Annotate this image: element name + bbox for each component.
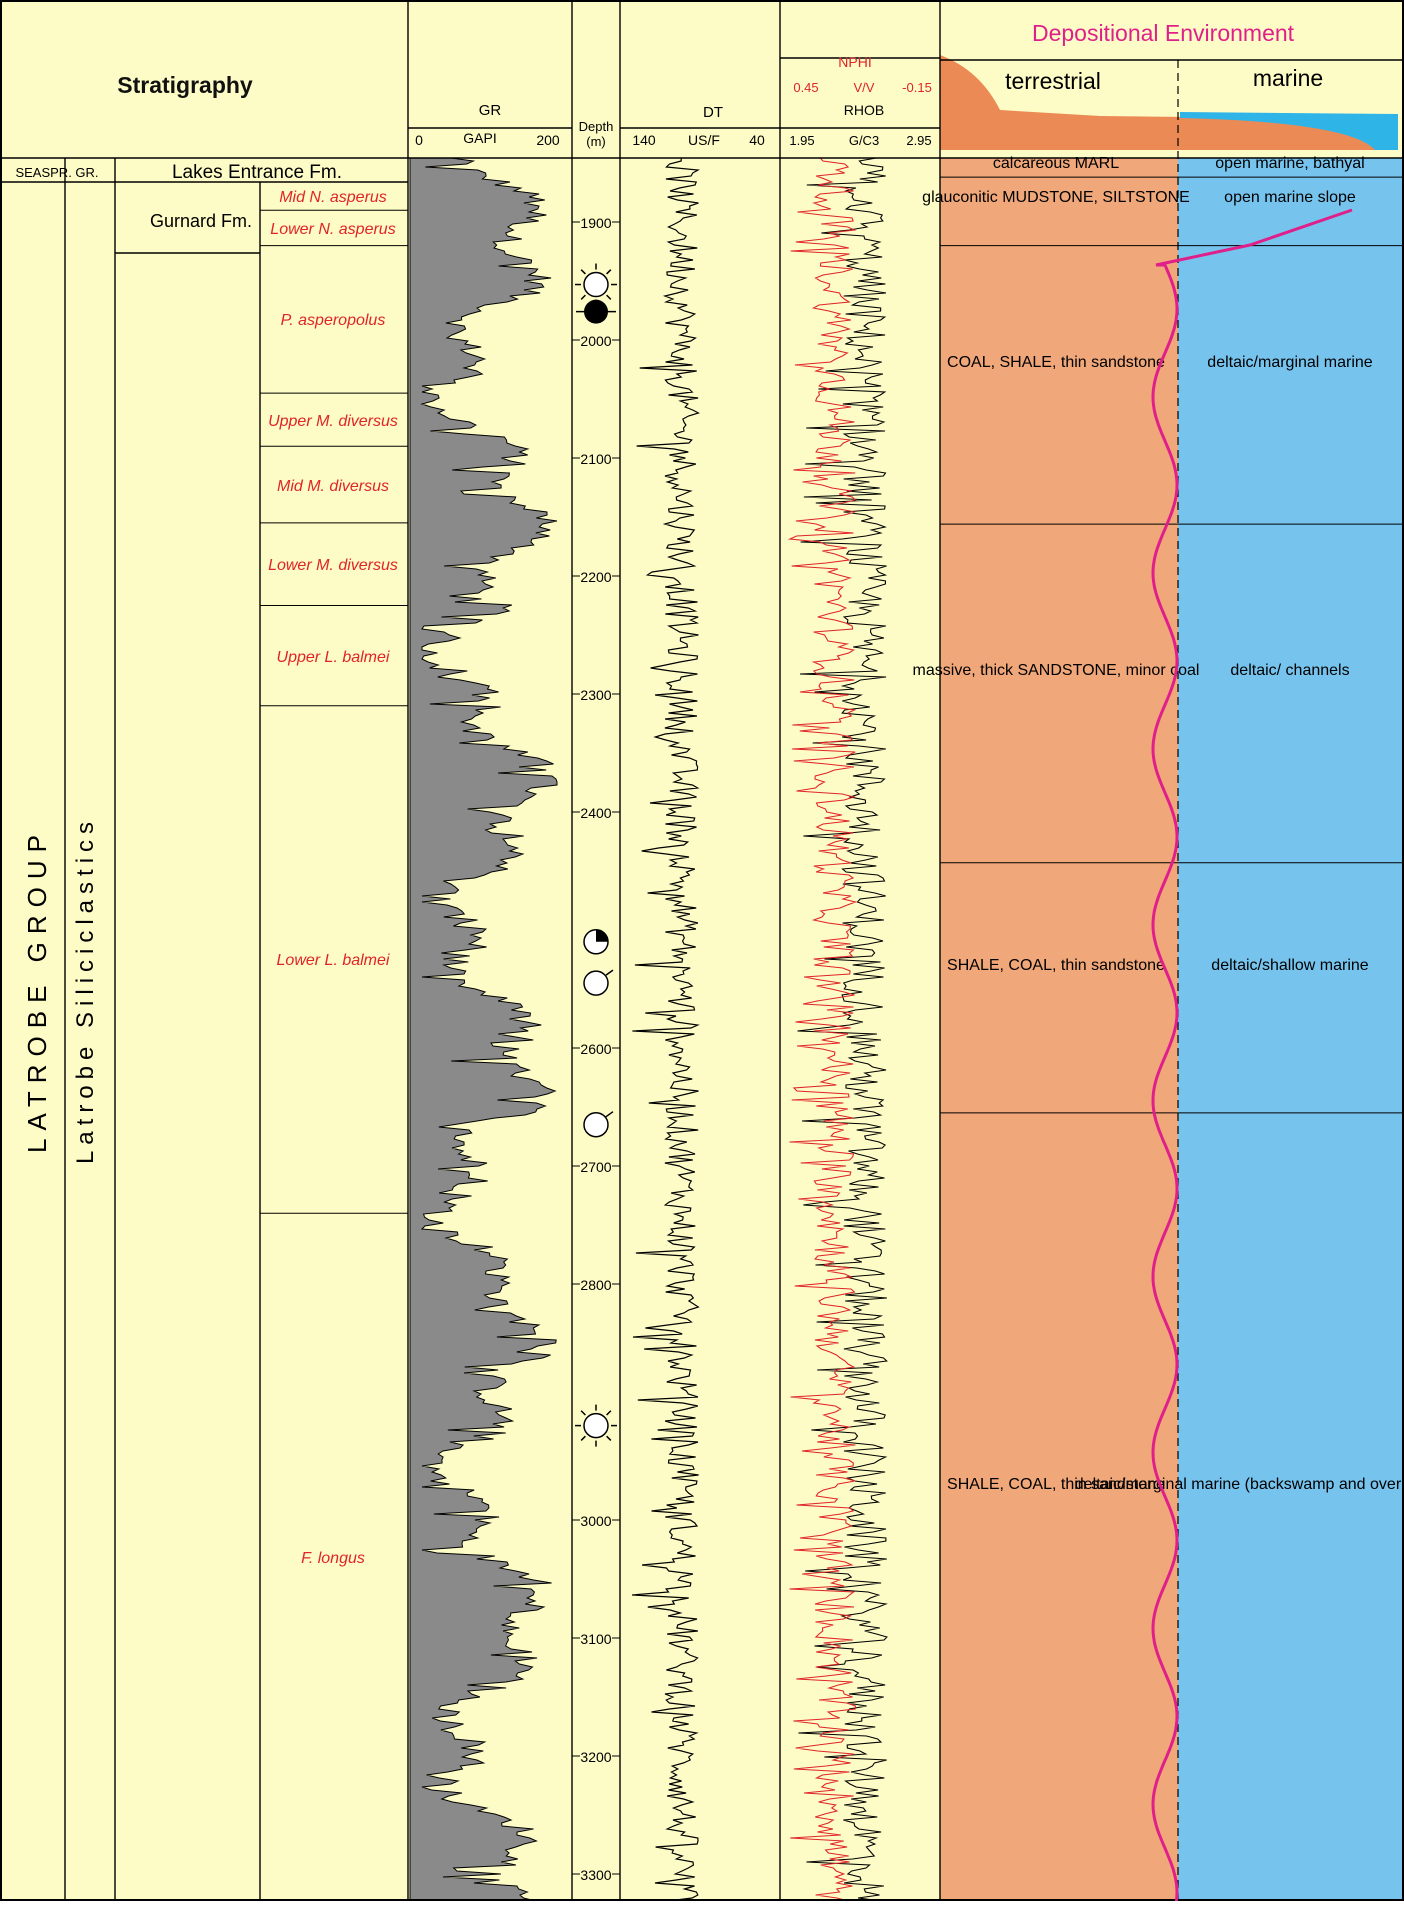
sun-ray [580,294,586,300]
gr-max: 200 [536,132,560,148]
gr-min: 0 [415,132,423,148]
tick-mark [605,969,614,976]
sun-ray [580,1410,586,1416]
circle-tick-icon [583,1111,614,1138]
zone-label-upper-m-diversus: Upper M. diversus [268,413,398,430]
zone-label-lower-m-diversus: Lower M. diversus [268,557,398,574]
depth-tick-3000: 3000 [580,1513,611,1529]
terrestrial-column [940,158,1178,1901]
dt-min: 140 [632,132,656,148]
rhob-max: 2.95 [906,133,931,148]
gr-log [409,157,558,1902]
depth-unit: (m) [586,134,606,149]
dt-unit: US/F [688,132,720,148]
depth-tick-3200: 3200 [580,1749,611,1765]
zone-label-f-longus: F. longus [301,1550,365,1567]
env-marine-label: marine [1253,65,1323,91]
nphi-log [787,157,858,1902]
lithology-glauconitic: glauconitic MUDSTONE, SILTSTONE [922,189,1190,206]
depth-label: Depth [579,119,614,134]
open-circle [583,1412,609,1439]
depth-tick-2000: 2000 [580,333,611,349]
dt-log-name: DT [703,104,723,121]
zone-label-mid-m-diversus: Mid M. diversus [277,478,389,495]
circle-tick-icon [583,969,614,996]
quarter-fill [596,929,608,942]
gr-log-name: GR [479,102,502,119]
environment-shale-coal-2: deltaic/marginal marine (backswamp and o… [1075,1476,1404,1493]
nphi-curve [787,157,858,1902]
environment-marl: open marine, bathyal [1215,155,1364,172]
sun-open-icon [575,1404,617,1447]
sun-open-icon [575,263,617,306]
lithology-marl: calcareous MARL [993,155,1119,172]
nphi-max: -0.15 [902,80,932,95]
open-circle [583,1111,609,1138]
marine-column [1178,158,1404,1901]
environment-sandstone: deltaic/ channels [1230,662,1349,679]
depth-tick-1900: 1900 [580,215,611,231]
depth-tick-3300: 3300 [580,1867,611,1883]
latrobe-siliciclastics-label: Latrobe Siliciclastics [72,816,99,1164]
rhob-log-name: RHOB [844,102,884,118]
seaspray-label: SEASPR. GR. [15,165,98,180]
terrestrial-profile [940,55,1398,150]
lithology-shale-coal-1: SHALE, COAL, thin sandstone [947,957,1165,974]
lithology-sandstone: massive, thick SANDSTONE, minor coal [913,662,1200,679]
open-circle [583,271,609,298]
environment-coal-shale-1: deltaic/marginal marine [1207,354,1373,371]
sun-ray [606,1435,612,1441]
environment-curve [1151,208,1353,1902]
nphi-log-name: NPHI [838,54,871,70]
zone-label-lower-n-asperus: Lower N. asperus [270,221,395,238]
tick-mark [605,1111,614,1118]
quarter-filled-icon [583,929,609,955]
sun-ray [606,269,612,275]
zone-label-p-asperopolus: P. asperopolus [281,312,386,329]
gr-unit: GAPI [463,130,496,146]
depth-tick-2200: 2200 [580,569,611,585]
environment-shale-coal-1: deltaic/shallow marine [1211,957,1369,974]
depth-tick-2400: 2400 [580,805,611,821]
environment-glauconitic: open marine slope [1224,189,1356,206]
lithology-coal-shale-1: COAL, SHALE, thin sandstone [947,354,1165,371]
marine-profile [1180,112,1398,150]
depth-tick-2800: 2800 [580,1277,611,1293]
nphi-min: 0.45 [793,80,818,95]
sun-ray [580,269,586,275]
lithology-shale-coal-2: SHALE, COAL, thin sandstone [947,1476,1165,1493]
gr-fill [409,157,558,1902]
depth-tick-3100: 3100 [580,1631,611,1647]
lakes-entrance-label: Lakes Entrance Fm. [172,162,342,183]
depth-tick-2300: 2300 [580,687,611,703]
depositional-title: Depositional Environment [1032,20,1295,46]
rhob-curve [797,157,888,1902]
env-header-bg [940,0,1404,60]
zone-label-upper-l-balmei: Upper L. balmei [277,649,390,666]
stratigraphy-title: Stratigraphy [117,72,253,98]
rhob-unit: G/C3 [849,133,879,148]
sun-ray [606,294,612,300]
nphi-unit: V/V [854,80,875,95]
dt-log [632,158,700,1902]
sun-ray [580,1435,586,1441]
zone-label-lower-l-balmei: Lower L. balmei [277,952,390,969]
rhob-min: 1.95 [789,133,814,148]
zone-label-mid-n-asperus: Mid N. asperus [279,189,387,206]
depth-tick-2600: 2600 [580,1041,611,1057]
depth-tick-2100: 2100 [580,451,611,467]
open-circle [583,970,609,996]
dt-curve [632,158,700,1902]
gurnard-label: Gurnard Fm. [150,211,252,231]
dt-max: 40 [749,132,765,148]
filled-circle-icon [576,299,616,324]
depth-tick-2700: 2700 [580,1159,611,1175]
latrobe-group-label: LATROBE GROUP [22,827,52,1153]
env-terrestrial-label: terrestrial [1005,68,1101,94]
rhob-log [797,157,888,1902]
sun-ray [606,1410,612,1416]
